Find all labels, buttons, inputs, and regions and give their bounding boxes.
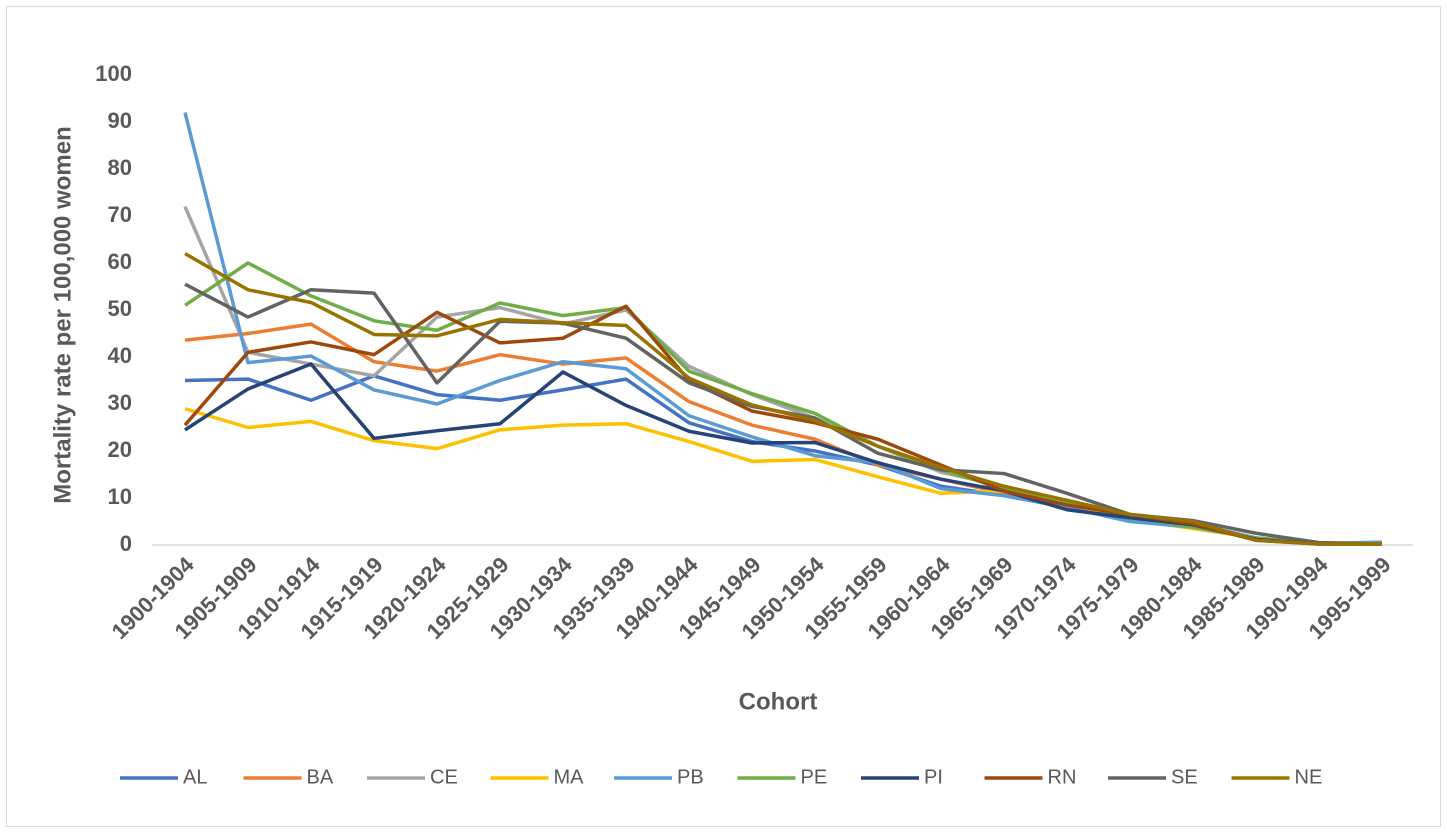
- legend-label: CE: [430, 766, 458, 788]
- legend-label: AL: [183, 766, 207, 788]
- y-tick-label: 50: [108, 296, 132, 321]
- y-tick-label: 80: [108, 155, 132, 180]
- series-line: [183, 304, 1382, 546]
- series-line: [184, 252, 1382, 546]
- y-tick-label: 90: [108, 108, 132, 133]
- legend-label: NE: [1295, 766, 1323, 788]
- x-axis-title: Cohort: [739, 688, 818, 715]
- y-tick-label: 10: [108, 484, 132, 509]
- legend-label: PB: [677, 766, 704, 788]
- y-tick-label: 100: [95, 61, 132, 86]
- legend-label: PI: [924, 766, 943, 788]
- y-tick-label: 40: [108, 343, 132, 368]
- y-tick-label: 0: [120, 531, 132, 556]
- y-tick-label: 60: [108, 249, 132, 274]
- y-axis-title: Mortality rate per 100,000 women: [49, 126, 76, 503]
- series-line: [184, 261, 1383, 546]
- y-tick-label: 30: [108, 390, 132, 415]
- legend-label: SE: [1171, 766, 1198, 788]
- chart-frame: [6, 6, 1441, 827]
- y-tick-label: 70: [108, 202, 132, 227]
- legend-label: MA: [554, 766, 585, 788]
- legend-label: PE: [801, 766, 828, 788]
- y-tick-label: 20: [108, 437, 132, 462]
- legend-label: BA: [307, 766, 334, 788]
- legend-label: RN: [1048, 766, 1077, 788]
